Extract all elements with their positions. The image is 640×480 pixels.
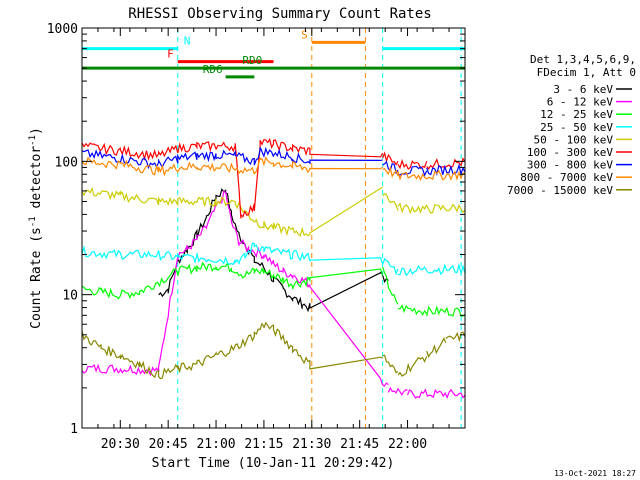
y-tick-label-2: 100 <box>55 155 78 170</box>
x-tick-label-4: 21:30 <box>292 437 331 452</box>
y-axis-label: Count Rate (s-1 detector-1) <box>28 127 44 329</box>
legend-label-6: 300 - 800 keV <box>527 159 613 172</box>
legend-label-0: 3 - 6 keV <box>553 83 613 96</box>
legend-label-8: 7000 - 15000 keV <box>507 184 613 197</box>
series-line-8 <box>81 321 466 380</box>
legend-header-0: Det 1,3,4,5,6,9, <box>530 53 636 66</box>
flag-label-f: F <box>167 48 174 61</box>
x-tick-label-1: 20:45 <box>149 437 188 452</box>
x-tick-label-6: 22:00 <box>388 437 427 452</box>
legend-label-2: 12 - 25 keV <box>540 108 613 121</box>
legend-label-3: 25 - 50 keV <box>540 121 613 134</box>
legend-label-5: 100 - 300 keV <box>527 146 613 159</box>
series-line-3 <box>81 242 466 277</box>
series-line-7 <box>81 156 466 182</box>
series-line-5 <box>81 137 466 219</box>
series-line-4 <box>81 186 466 237</box>
y-tick-label-3: 1000 <box>47 22 78 37</box>
series-line-1 <box>81 190 466 400</box>
x-tick-label-2: 21:00 <box>196 437 235 452</box>
flag-label-s: S <box>301 28 308 41</box>
x-tick-label-0: 20:30 <box>101 437 140 452</box>
x-axis-label: Start Time (10-Jan-11 20:29:42) <box>152 456 395 471</box>
legend-label-7: 800 - 7000 keV <box>520 171 613 184</box>
x-tick-label-5: 21:45 <box>340 437 379 452</box>
chart-title: RHESSI Observing Summary Count Rates <box>128 6 431 22</box>
legend-label-1: 6 - 12 keV <box>547 96 614 109</box>
y-tick-label-0: 1 <box>70 422 78 437</box>
legend-header-1: FDecim 1, Att 0 <box>537 66 636 79</box>
y-tick-label-1: 10 <box>62 289 78 304</box>
flag-label-n: N <box>184 35 191 48</box>
series-line-2 <box>81 261 466 317</box>
legend-label-4: 50 - 100 keV <box>534 133 614 146</box>
flag-label-rd6: RD6 <box>203 63 223 76</box>
footer-date: 13-Oct-2021 18:27 <box>554 469 636 478</box>
flag-label-rd0: RD0 <box>242 54 262 67</box>
x-tick-label-3: 21:15 <box>244 437 283 452</box>
